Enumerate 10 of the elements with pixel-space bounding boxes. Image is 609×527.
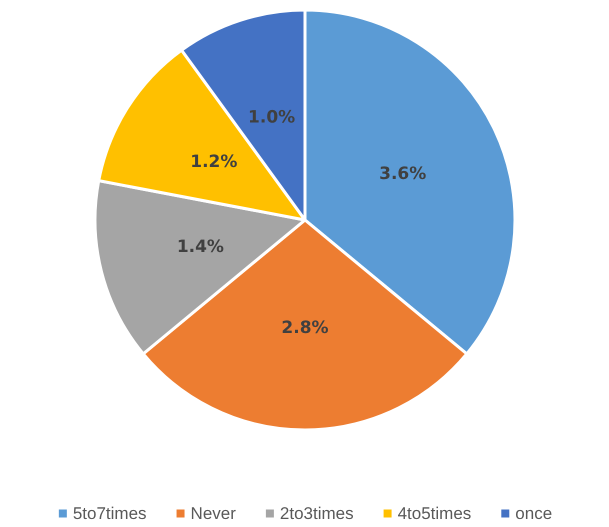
- data-label: 1.4%: [176, 236, 224, 257]
- data-label: 1.2%: [190, 152, 238, 172]
- legend-label: once: [515, 504, 552, 523]
- legend-label: 5to7times: [72, 504, 147, 523]
- data-label: 3.6%: [379, 164, 426, 184]
- legend-label: 4to5times: [398, 504, 472, 523]
- legend-label: Never: [190, 504, 236, 523]
- legend-label: 2to3times: [280, 504, 354, 523]
- data-label: 1.0%: [248, 107, 296, 128]
- data-label: 2.8%: [281, 318, 329, 338]
